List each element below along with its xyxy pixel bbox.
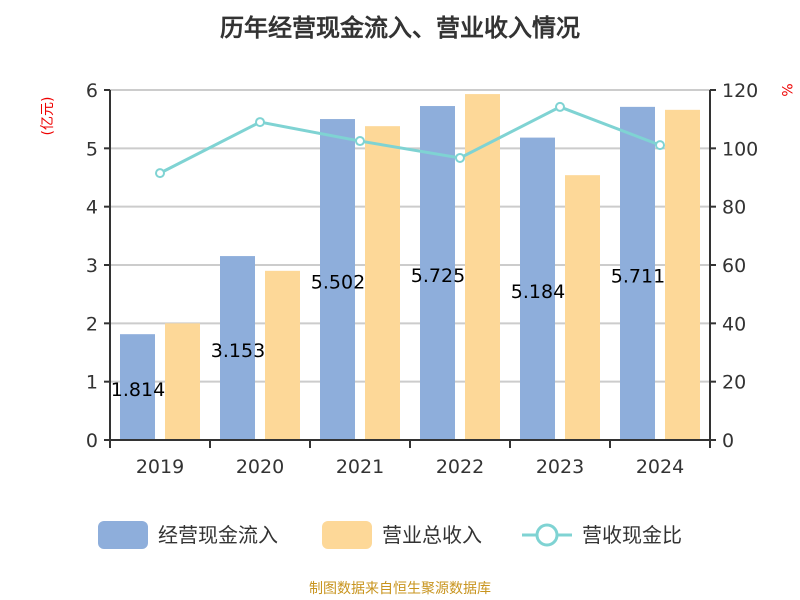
y-right-tick-label: 80 bbox=[722, 197, 746, 219]
cash-inflow-bar bbox=[120, 334, 155, 440]
x-tick-label: 2022 bbox=[436, 456, 484, 478]
y-tick-label: 1 bbox=[86, 372, 98, 394]
y-right-tick-label: 40 bbox=[722, 313, 746, 335]
legend-swatch-ratio-marker bbox=[535, 523, 559, 547]
cash-inflow-bar bbox=[220, 256, 255, 440]
y-tick-label: 6 bbox=[86, 80, 98, 102]
legend-swatch-revenue bbox=[322, 521, 372, 549]
y-right-axis-label: % bbox=[778, 83, 794, 96]
x-tick-label: 2021 bbox=[336, 456, 384, 478]
y-tick-label: 3 bbox=[86, 255, 98, 277]
legend-swatch-cash-inflow bbox=[98, 521, 148, 549]
ratio-point bbox=[355, 136, 365, 147]
y-tick-label: 2 bbox=[86, 313, 98, 335]
legend-label: 经营现金流入 bbox=[158, 523, 278, 547]
y-tick-label: 0 bbox=[86, 430, 98, 452]
ratio-point bbox=[655, 140, 665, 151]
x-tick-label: 2024 bbox=[636, 456, 684, 478]
data-label: 5.725 bbox=[411, 265, 465, 287]
data-label: 3.153 bbox=[211, 340, 265, 362]
data-label: 1.814 bbox=[111, 379, 165, 401]
y-right-tick-label: 0 bbox=[722, 430, 734, 452]
ratio-point bbox=[155, 168, 165, 179]
chart-title: 历年经营现金流入、营业收入情况 bbox=[220, 14, 580, 42]
cash-inflow-bar bbox=[620, 106, 655, 440]
y-tick-label: 4 bbox=[86, 197, 98, 219]
source-note: 制图数据来自恒生聚源数据库 bbox=[309, 581, 491, 597]
revenue-bar bbox=[165, 323, 200, 440]
y-right-tick-label: 100 bbox=[722, 138, 758, 160]
revenue-bar bbox=[365, 126, 400, 441]
data-label: 5.502 bbox=[311, 272, 365, 294]
y-tick-label: 5 bbox=[86, 138, 98, 160]
y-right-tick-label: 20 bbox=[722, 372, 746, 394]
cash-inflow-bar bbox=[420, 106, 455, 441]
x-tick-label: 2023 bbox=[536, 456, 584, 478]
legend-label: 营业总收入 bbox=[382, 523, 482, 547]
y-right-tick-label: 60 bbox=[722, 255, 746, 277]
y-axis-label: (亿元) bbox=[40, 97, 56, 136]
y-right-tick-label: 120 bbox=[722, 80, 758, 102]
legend-label: 营收现金比 bbox=[582, 523, 682, 547]
data-label: 5.711 bbox=[611, 265, 665, 287]
revenue-bar bbox=[665, 109, 700, 440]
revenue-bar bbox=[565, 175, 600, 440]
ratio-point bbox=[255, 117, 265, 128]
revenue-bar bbox=[265, 270, 300, 440]
ratio-point bbox=[555, 101, 565, 112]
x-tick-label: 2019 bbox=[136, 456, 184, 478]
x-tick-label: 2020 bbox=[236, 456, 284, 478]
ratio-line bbox=[159, 105, 661, 175]
data-label: 5.184 bbox=[511, 281, 565, 303]
cash-inflow-bar bbox=[320, 119, 355, 441]
cash-inflow-bar bbox=[520, 137, 555, 440]
ratio-point bbox=[455, 152, 465, 163]
